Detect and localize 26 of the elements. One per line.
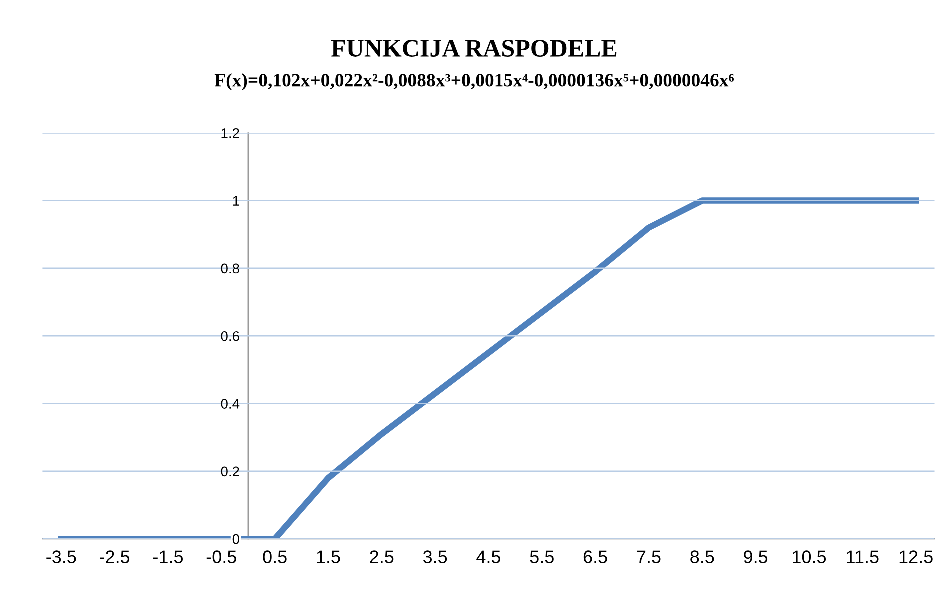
x-tick-label: 2.5 <box>370 550 394 564</box>
y-tick-label: 0.4 <box>221 399 240 409</box>
chart-title: FUNKCIJA RASPODELE <box>332 40 617 57</box>
y-tick-label: 1 <box>233 196 240 206</box>
x-tick-label: 8.5 <box>690 550 714 564</box>
x-tick-label: -0.5 <box>206 550 236 564</box>
x-tick-label: 1.5 <box>317 550 340 564</box>
chart-subtitle: F(x)=0,102x+0,022x²-0,0088x³+0,0015x⁴-0,0000136x⁵+0,0000046x⁶ <box>214 74 734 91</box>
x-tick-label: 0.5 <box>263 550 287 564</box>
x-tick-label: 12.5 <box>900 550 933 564</box>
x-tick-label: 3.5 <box>423 550 448 564</box>
x-tick-label: 10.5 <box>793 550 826 564</box>
x-tick-label: 4.5 <box>476 550 501 564</box>
x-tick-label: 5.5 <box>530 550 554 564</box>
y-tick-label: 0.6 <box>221 331 240 342</box>
x-tick-label: 9.5 <box>744 550 768 564</box>
x-tick-label: 7.5 <box>637 550 661 564</box>
x-tick-label: 6.5 <box>584 550 608 564</box>
y-tick-label: 0 <box>232 534 240 544</box>
y-tick-label: 0.8 <box>221 264 240 274</box>
x-tick-label: -2.5 <box>100 550 130 564</box>
x-tick-label: 11.5 <box>847 550 879 564</box>
y-tick-label: 1.2 <box>222 128 240 138</box>
x-tick-label: -3.5 <box>46 550 76 564</box>
y-tick-label: 0.2 <box>221 466 240 477</box>
x-tick-label: -1.5 <box>153 550 184 564</box>
